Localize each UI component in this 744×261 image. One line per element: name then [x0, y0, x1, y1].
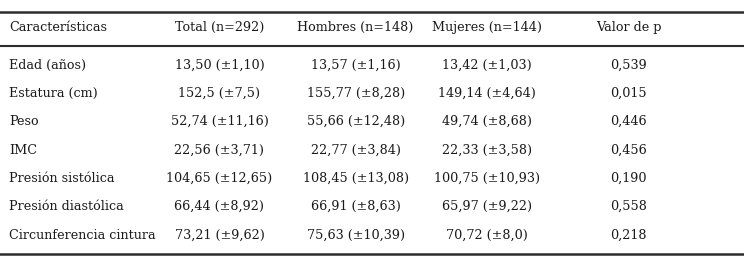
Text: 49,74 (±8,68): 49,74 (±8,68) [443, 115, 532, 128]
Text: 152,5 (±7,5): 152,5 (±7,5) [179, 87, 260, 100]
Text: 0,558: 0,558 [610, 200, 647, 213]
Text: 52,74 (±11,16): 52,74 (±11,16) [170, 115, 269, 128]
Text: 22,77 (±3,84): 22,77 (±3,84) [311, 144, 400, 157]
Text: 13,50 (±1,10): 13,50 (±1,10) [175, 58, 264, 72]
Text: 70,72 (±8,0): 70,72 (±8,0) [446, 229, 528, 242]
Text: Edad (años): Edad (años) [9, 58, 86, 72]
Text: 155,77 (±8,28): 155,77 (±8,28) [307, 87, 405, 100]
Text: 22,33 (±3,58): 22,33 (±3,58) [442, 144, 533, 157]
Text: Total (n=292): Total (n=292) [175, 21, 264, 34]
Text: 100,75 (±10,93): 100,75 (±10,93) [434, 172, 540, 185]
Text: Presión sistólica: Presión sistólica [9, 172, 115, 185]
Text: 65,97 (±9,22): 65,97 (±9,22) [442, 200, 533, 213]
Text: Estatura (cm): Estatura (cm) [9, 87, 97, 100]
Text: 66,91 (±8,63): 66,91 (±8,63) [311, 200, 400, 213]
Text: Peso: Peso [9, 115, 39, 128]
Text: 104,65 (±12,65): 104,65 (±12,65) [167, 172, 272, 185]
Text: Mujeres (n=144): Mujeres (n=144) [432, 21, 542, 34]
Text: 0,190: 0,190 [610, 172, 647, 185]
Text: Valor de p: Valor de p [596, 21, 661, 34]
Text: 0,015: 0,015 [610, 87, 647, 100]
Text: 108,45 (±13,08): 108,45 (±13,08) [303, 172, 408, 185]
Text: 0,539: 0,539 [610, 58, 647, 72]
Text: IMC: IMC [9, 144, 37, 157]
Text: Hombres (n=148): Hombres (n=148) [298, 21, 414, 34]
Text: 0,446: 0,446 [610, 115, 647, 128]
Text: 0,218: 0,218 [610, 229, 647, 242]
Text: 55,66 (±12,48): 55,66 (±12,48) [307, 115, 405, 128]
Text: 75,63 (±10,39): 75,63 (±10,39) [307, 229, 405, 242]
Text: 22,56 (±3,71): 22,56 (±3,71) [175, 144, 264, 157]
Text: Circunferencia cintura: Circunferencia cintura [9, 229, 155, 242]
Text: 149,14 (±4,64): 149,14 (±4,64) [438, 87, 536, 100]
Text: Presión diastólica: Presión diastólica [9, 200, 124, 213]
Text: 13,57 (±1,16): 13,57 (±1,16) [311, 58, 400, 72]
Text: 66,44 (±8,92): 66,44 (±8,92) [175, 200, 264, 213]
Text: 0,456: 0,456 [610, 144, 647, 157]
Text: Características: Características [9, 21, 107, 34]
Text: 73,21 (±9,62): 73,21 (±9,62) [175, 229, 264, 242]
Text: 13,42 (±1,03): 13,42 (±1,03) [443, 58, 532, 72]
